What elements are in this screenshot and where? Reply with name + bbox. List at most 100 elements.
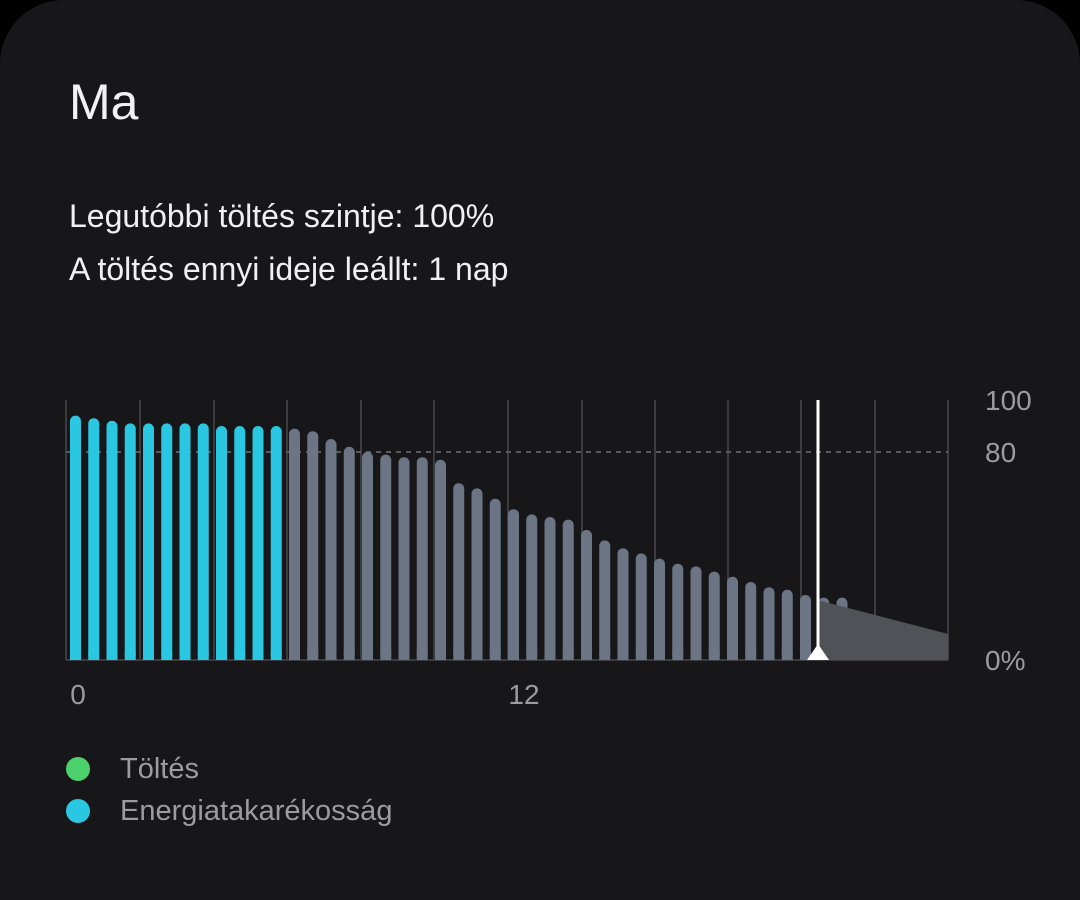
bar-base — [106, 652, 118, 660]
bar-base — [70, 652, 81, 660]
bar-base — [197, 652, 209, 660]
bar — [599, 540, 611, 660]
bar — [307, 431, 319, 660]
bar — [745, 582, 757, 660]
legend-dot-charging — [66, 757, 90, 781]
y-tick-label: 0% — [985, 645, 1025, 676]
bar-base — [380, 652, 392, 660]
bar-base — [161, 652, 173, 660]
bar-base — [763, 652, 775, 660]
bar-base — [398, 652, 410, 660]
y-tick-label: 100 — [985, 385, 1032, 416]
bar-base — [325, 652, 337, 660]
current-time-marker — [807, 644, 829, 660]
bar-base — [234, 652, 246, 660]
bar — [143, 423, 154, 660]
legend-label-power-saving: Energiatakarékosság — [120, 795, 393, 827]
bar — [179, 423, 191, 660]
battery-level-chart[interactable]: 100 80 0% 0 12 — [0, 380, 1080, 720]
bar-base — [690, 652, 702, 660]
bar-base — [124, 652, 136, 660]
bar — [124, 423, 136, 660]
x-tick-label: 0 — [70, 679, 86, 710]
bar-base — [307, 652, 319, 660]
charge-stopped-duration: A töltés ennyi ideje leállt: 1 nap — [69, 251, 509, 287]
bar — [88, 418, 100, 660]
bar-base — [672, 652, 684, 660]
bar — [362, 452, 373, 660]
bar — [581, 530, 592, 660]
bar-base — [544, 652, 556, 660]
bar-base — [526, 652, 538, 660]
x-tick-label: 12 — [508, 679, 539, 710]
bar — [453, 483, 465, 660]
bar — [672, 563, 684, 660]
legend-dot-power-saving — [66, 799, 90, 823]
projected-usage-area — [818, 600, 948, 660]
bar-base — [489, 652, 501, 660]
bar-base — [471, 652, 483, 660]
legend-item-charging: Töltés — [66, 752, 199, 786]
bar — [800, 595, 811, 660]
bar — [106, 420, 118, 660]
bar-base — [581, 652, 592, 660]
bar — [398, 457, 410, 660]
bar — [435, 459, 446, 660]
bar — [380, 454, 392, 660]
bar-base — [745, 652, 757, 660]
bar-base — [781, 652, 793, 660]
bar — [763, 587, 775, 660]
legend-label-charging: Töltés — [120, 753, 199, 785]
bar — [416, 457, 428, 660]
bar — [270, 426, 282, 660]
bar — [635, 553, 647, 660]
bar-base — [562, 652, 574, 660]
bar-base — [617, 652, 629, 660]
bar — [562, 519, 574, 660]
bar — [325, 439, 337, 660]
bar-base — [416, 652, 428, 660]
bar-base — [654, 652, 665, 660]
bar — [508, 509, 519, 660]
bar — [489, 498, 501, 660]
bar-base — [143, 652, 154, 660]
bar — [161, 423, 173, 660]
bar-base — [343, 652, 355, 660]
bar — [234, 426, 246, 660]
bar — [70, 415, 81, 660]
bar — [289, 428, 300, 660]
bar — [197, 423, 209, 660]
bar — [471, 488, 483, 660]
bar-base — [270, 652, 282, 660]
bar-base — [508, 652, 519, 660]
bar — [708, 571, 720, 660]
bar — [781, 589, 793, 660]
bar-base — [435, 652, 446, 660]
bar-base — [635, 652, 647, 660]
legend-item-power-saving: Energiatakarékosság — [66, 794, 392, 828]
bar-base — [708, 652, 720, 660]
bar-base — [289, 652, 300, 660]
bar — [544, 517, 556, 660]
bar — [526, 514, 538, 660]
bar — [654, 558, 665, 660]
bar — [216, 426, 227, 660]
bar-base — [362, 652, 373, 660]
card-title: Ma — [69, 74, 139, 130]
bar-base — [179, 652, 191, 660]
bar — [727, 576, 738, 660]
y-tick-label: 80 — [985, 437, 1016, 468]
last-charge-level: Legutóbbi töltés szintje: 100% — [69, 198, 495, 234]
bar — [690, 566, 702, 660]
bar-base — [800, 652, 811, 660]
bar-base — [453, 652, 465, 660]
bar — [252, 426, 264, 660]
bar-base — [599, 652, 611, 660]
bar-base — [216, 652, 227, 660]
bar — [343, 446, 355, 660]
bar-base — [727, 652, 738, 660]
bar-base — [252, 652, 264, 660]
bar — [617, 548, 629, 660]
bar-base — [88, 652, 100, 660]
